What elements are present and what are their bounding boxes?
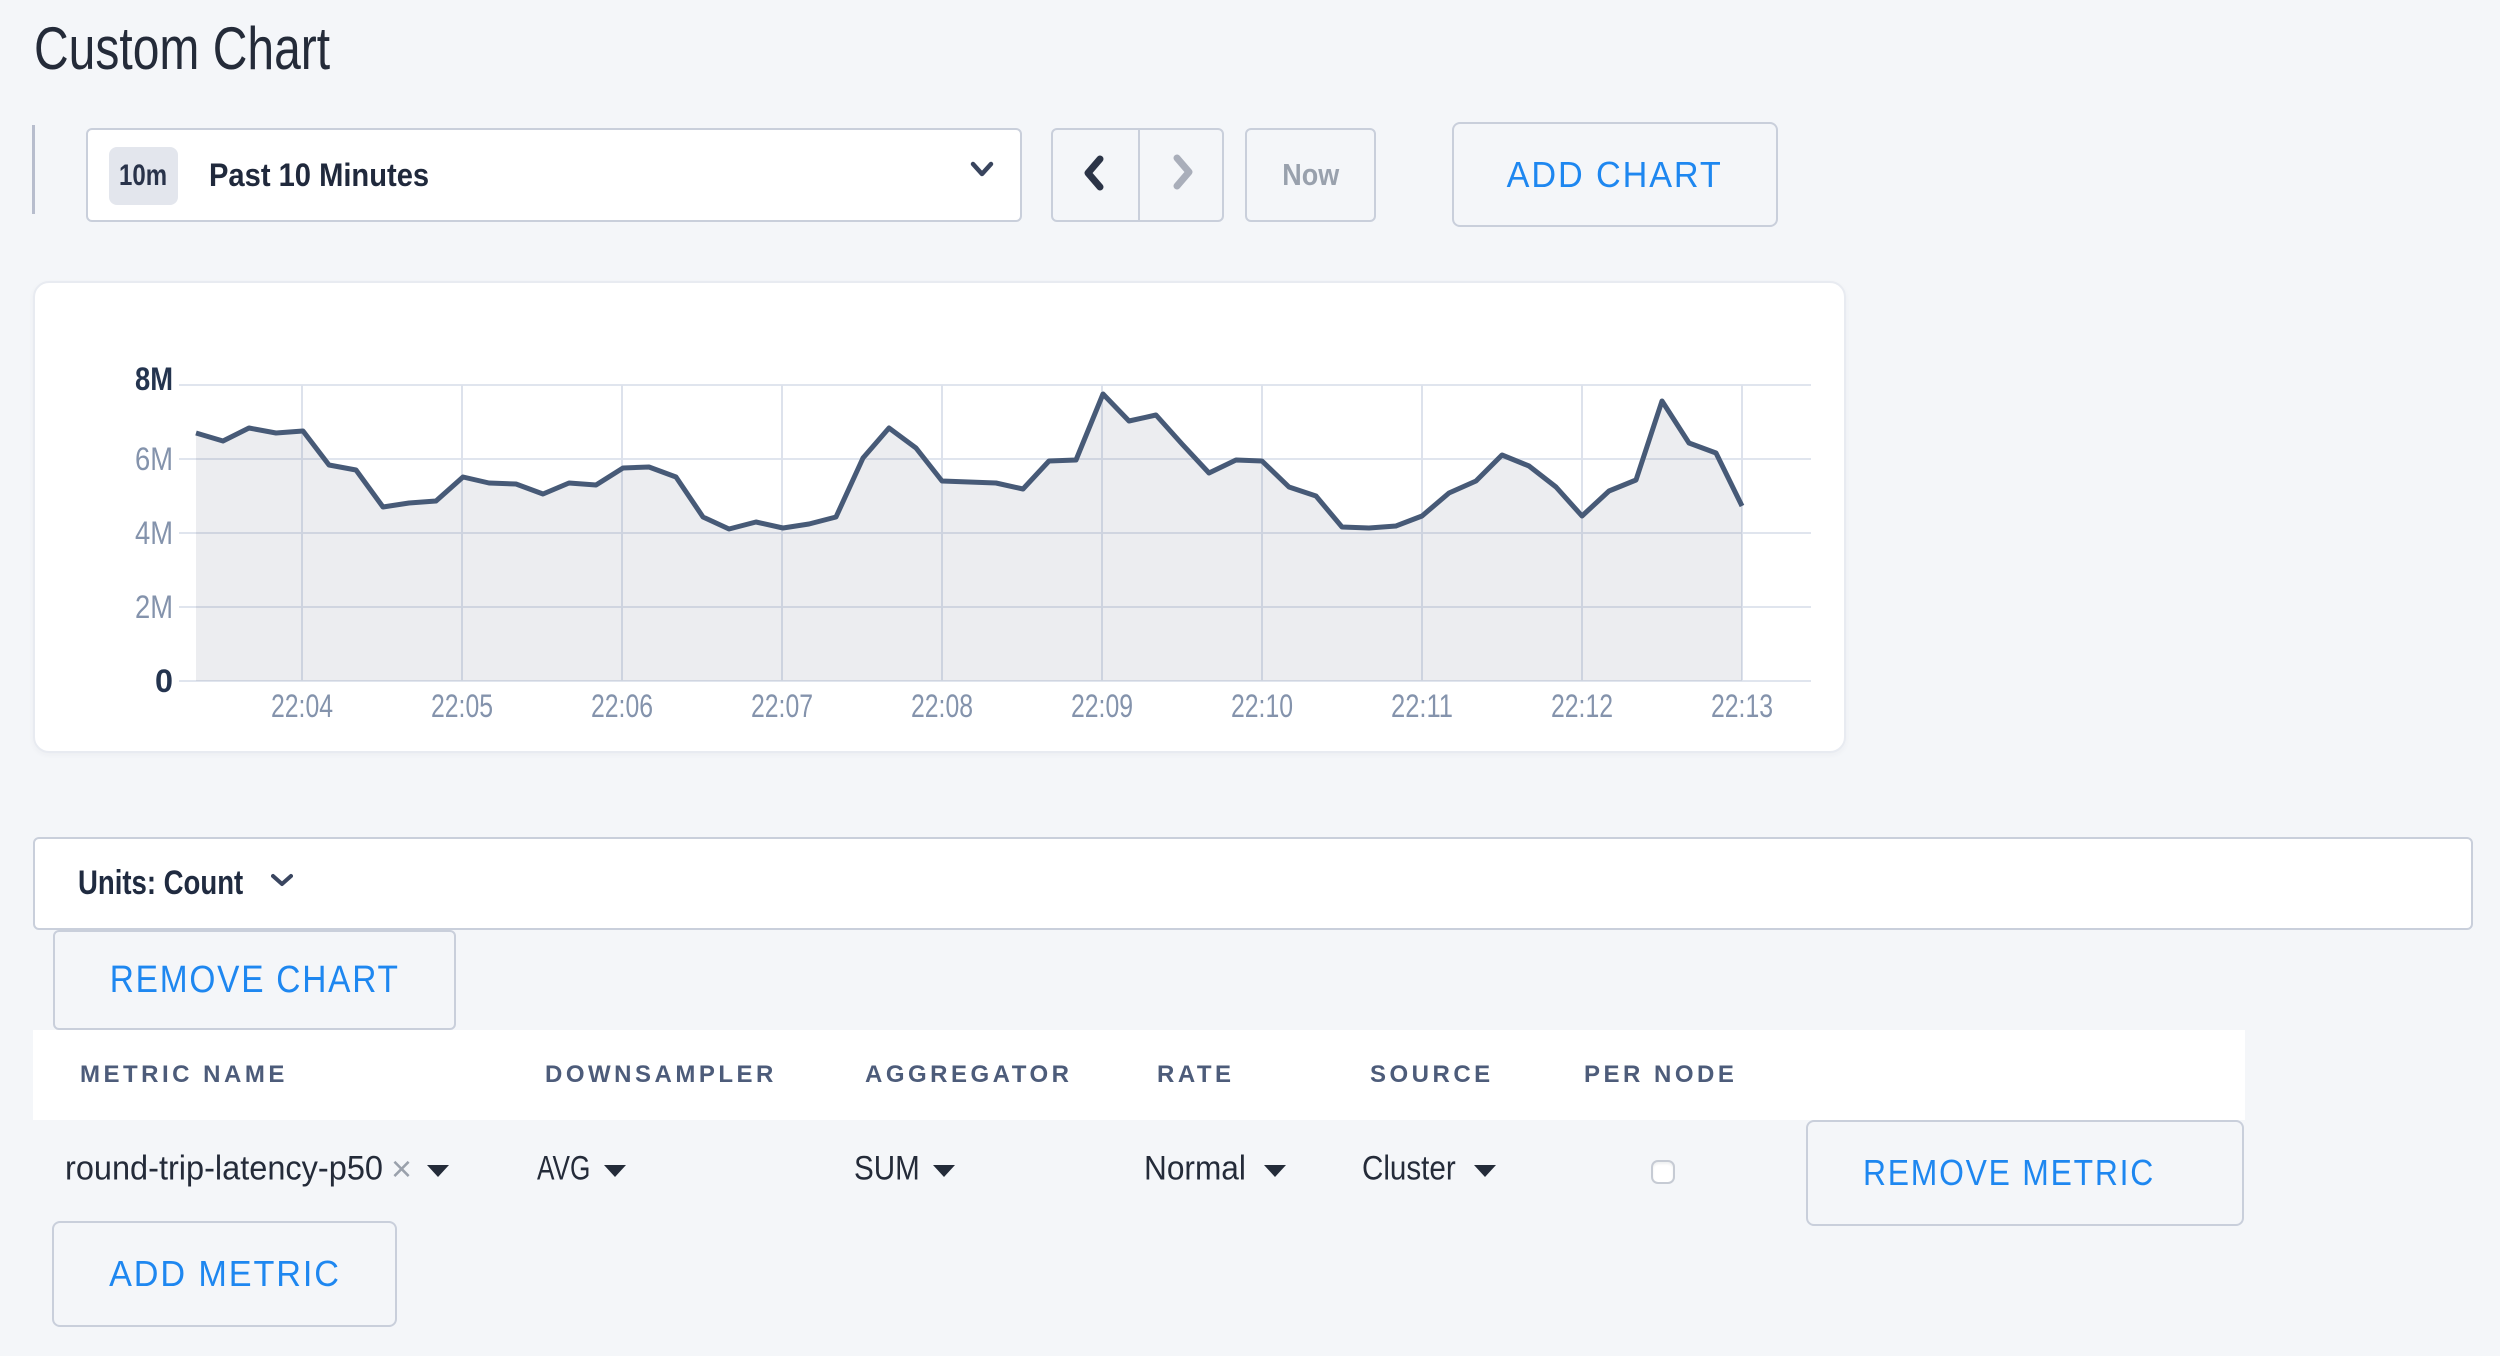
- svg-text:4M: 4M: [135, 515, 173, 551]
- svg-text:6M: 6M: [135, 441, 173, 477]
- svg-text:22:13: 22:13: [1711, 688, 1773, 724]
- svg-text:22:12: 22:12: [1551, 688, 1613, 724]
- svg-text:22:08: 22:08: [911, 688, 973, 724]
- svg-text:8M: 8M: [135, 361, 173, 397]
- svg-text:22:04: 22:04: [271, 688, 333, 724]
- svg-text:22:09: 22:09: [1071, 688, 1133, 724]
- svg-text:22:10: 22:10: [1231, 688, 1293, 724]
- svg-text:2M: 2M: [135, 589, 173, 625]
- svg-text:22:06: 22:06: [591, 688, 653, 724]
- svg-text:22:11: 22:11: [1391, 688, 1453, 724]
- svg-text:0: 0: [155, 663, 173, 699]
- svg-text:22:05: 22:05: [431, 688, 493, 724]
- svg-text:22:07: 22:07: [751, 688, 813, 724]
